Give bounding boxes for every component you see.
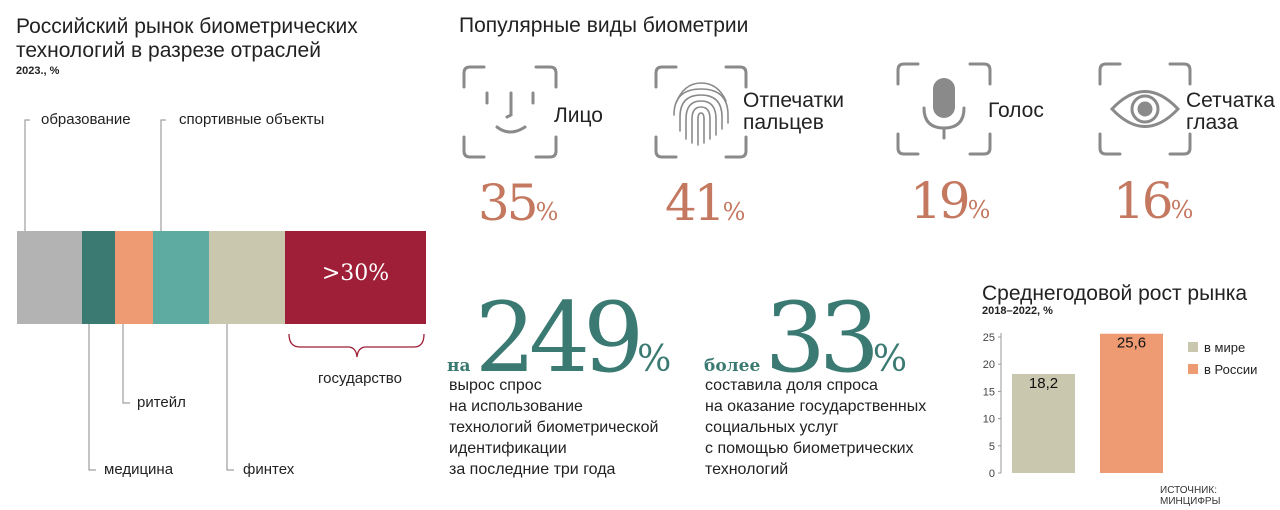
voice-percent-unit: % <box>967 196 991 224</box>
face-icon <box>462 65 558 159</box>
leader-retail <box>122 324 130 404</box>
retina-percent: 16% <box>1113 172 1193 230</box>
y-tick-label: 0 <box>989 468 995 480</box>
segment-government: >30% <box>285 231 426 324</box>
y-tick-label: 5 <box>989 441 995 453</box>
market-subtitle: 2023., % <box>16 65 60 77</box>
legend-item-russia: в России <box>1188 358 1257 380</box>
growth-chart: 0 5 10 15 20 25 18,2 25,6 <box>983 332 1163 480</box>
stat1-line: технологий биометрической <box>449 419 659 436</box>
government-value-label: >30% <box>321 261 390 286</box>
face-percent: 35% <box>478 174 558 232</box>
label-retail: ритейл <box>137 394 186 411</box>
microphone-icon <box>896 62 992 156</box>
stat2-line: с помощью биометрических <box>705 440 914 457</box>
segment-fintech <box>209 231 285 324</box>
stat1-line: идентификации <box>449 440 567 457</box>
market-title-line1: Российский рынок биометрических <box>16 15 358 38</box>
stat1-unit: % <box>637 339 672 380</box>
fingerprint-label-line1: Отпечатки <box>743 89 845 112</box>
fingerprint-icon <box>654 65 748 159</box>
leader-fintech <box>226 324 234 471</box>
stat2-unit: % <box>872 339 908 380</box>
biometrics-title: Популярные виды биометрии <box>459 14 749 37</box>
stat1-value: 249 <box>474 282 644 394</box>
stat-demand-growth: на 249% <box>447 290 671 386</box>
leader-education <box>24 119 30 231</box>
stat-government-share: более 33% <box>704 290 907 386</box>
stat2-line: на оказание государственных <box>705 398 927 415</box>
legend-label-world: в мире <box>1204 339 1246 355</box>
retina-percent-value: 16 <box>1113 172 1174 230</box>
fingerprint-percent-value: 41 <box>665 174 726 232</box>
label-fintech: финтех <box>243 461 295 478</box>
voice-label: Голос <box>988 99 1044 122</box>
segment-retail <box>115 231 153 324</box>
label-education: образование <box>41 111 131 128</box>
voice-percent-value: 19 <box>910 172 971 230</box>
legend-swatch-world <box>1188 342 1198 352</box>
face-percent-value: 35 <box>478 174 539 232</box>
segment-education <box>17 231 82 324</box>
bar-value-label: 25,6 <box>1117 335 1146 352</box>
stat2-value: 33 <box>764 282 880 394</box>
label-government: государство <box>318 370 402 387</box>
bar <box>1100 333 1163 473</box>
segment-leaders <box>24 119 425 471</box>
stat2-line: технологий <box>705 461 789 478</box>
label-medicine: медицина <box>104 461 174 478</box>
face-label: Лицо <box>554 104 603 127</box>
legend-label-russia: в России <box>1204 361 1258 377</box>
y-tick-label: 10 <box>983 414 995 426</box>
bar-value-label: 18,2 <box>1029 375 1058 392</box>
y-tick-label: 20 <box>983 359 995 371</box>
segment-sports <box>153 231 209 324</box>
voice-percent: 19% <box>910 172 990 230</box>
source-note: ИСТОЧНИК: МИНЦИФРЫ <box>1160 485 1221 507</box>
fingerprint-label: Отпечатки пальцев <box>743 90 844 134</box>
segment-medicine <box>82 231 115 324</box>
leader-sports <box>160 119 166 231</box>
bar <box>1012 373 1075 473</box>
government-brace <box>288 333 425 358</box>
stat1-description: вырос спрос на использование технологий … <box>449 375 658 480</box>
stat1-prefix: на <box>447 356 471 376</box>
fingerprint-label-line2: пальцев <box>743 111 824 134</box>
stat2-prefix: более <box>704 356 761 376</box>
y-tick-label: 15 <box>983 386 995 398</box>
face-percent-unit: % <box>535 198 559 226</box>
retina-label-line1: Сетчатка <box>1186 89 1275 112</box>
market-title: Российский рынок биометрических технолог… <box>16 15 358 63</box>
stat1-line: вырос спрос <box>449 377 542 394</box>
chart-title: Среднегодовой рост рынка <box>982 282 1248 305</box>
fingerprint-percent: 41% <box>665 174 745 232</box>
stat2-description: составила доля спроса на оказание госуда… <box>705 375 926 480</box>
stat1-line: на использование <box>449 398 583 415</box>
chart-subtitle: 2018–2022, % <box>982 305 1053 317</box>
fingerprint-percent-unit: % <box>722 198 746 226</box>
stat2-line: социальных услуг <box>705 419 839 436</box>
legend: в мире в России <box>1188 336 1257 380</box>
market-title-line2: технологий в разрезе отраслей <box>16 39 321 62</box>
legend-swatch-russia <box>1188 364 1198 374</box>
y-tick-label: 25 <box>983 332 995 344</box>
leader-medicine <box>88 324 96 471</box>
stat1-line: за последние три года <box>449 461 616 478</box>
eye-icon <box>1098 62 1192 156</box>
retina-label: Сетчатка глаза <box>1186 90 1275 134</box>
retina-percent-unit: % <box>1170 196 1194 224</box>
retina-label-line2: глаза <box>1186 111 1239 134</box>
stat2-line: составила доля спроса <box>705 377 878 394</box>
legend-item-world: в мире <box>1188 336 1257 358</box>
label-sports: спортивные объекты <box>179 111 325 128</box>
